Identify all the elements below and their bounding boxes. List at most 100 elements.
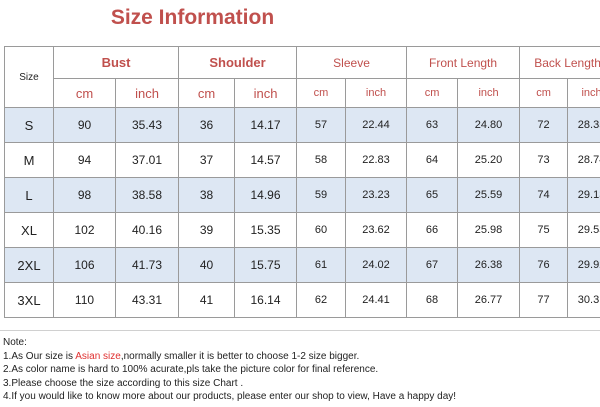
measurement-cell: 94 [53, 142, 116, 178]
measurement-cell: 15.75 [234, 247, 298, 283]
measurement-cell: 37.01 [114, 142, 180, 178]
measurement-cell: 28.74 [567, 142, 600, 178]
measurement-cell: 15.35 [234, 212, 298, 248]
measurement-cell: 23.62 [345, 212, 408, 248]
size-column-header: Size [4, 46, 54, 108]
measurement-cell: 65 [406, 177, 459, 213]
measurement-cell: 24.02 [345, 247, 408, 283]
measurement-cell: 14.57 [234, 142, 298, 178]
measurement-cell: 29.92 [567, 247, 600, 283]
measurement-cell: 57 [296, 107, 347, 143]
bust-header: Bust [52, 46, 180, 79]
notes-section: Note: 1.As Our size is Asian size,normal… [3, 336, 599, 404]
measurement-cell: 90 [53, 107, 116, 143]
note-line-1: 1.As Our size is Asian size,normally sma… [3, 350, 599, 364]
measurement-cell: 67 [406, 247, 459, 283]
measurement-cell: 39 [178, 212, 236, 248]
measurement-cell: 38.58 [114, 177, 180, 213]
measurement-cell: 30.31 [567, 282, 600, 318]
measurement-cell: 38 [178, 177, 236, 213]
measurement-cell: 62 [296, 282, 347, 318]
sleeve-header: Sleeve [296, 46, 408, 79]
measurement-cell: 75 [519, 212, 569, 248]
measurement-cell: 66 [406, 212, 459, 248]
measurement-cell: 25.59 [457, 177, 521, 213]
measurement-cell: 26.77 [457, 282, 521, 318]
unit-header: cm [53, 78, 116, 108]
size-rows: S9035.433614.175722.446324.807228.35M943… [4, 107, 600, 318]
measurement-cell: 61 [296, 247, 347, 283]
measurement-cell: 25.20 [457, 142, 521, 178]
measurement-cell: 23.23 [345, 177, 408, 213]
measurement-cell: 36 [178, 107, 236, 143]
back-length-header: Back Length [519, 46, 600, 79]
unit-header: inch [345, 78, 408, 108]
size-chart-table: Size Bust Shoulder Sleeve Front Length B… [4, 46, 600, 318]
measurement-cell: 14.96 [234, 177, 298, 213]
measurement-cell: 98 [53, 177, 116, 213]
measurement-cell: 63 [406, 107, 459, 143]
measurement-cell: 26.38 [457, 247, 521, 283]
notes-heading: Note: [3, 337, 27, 348]
measurement-cell: 29.13 [567, 177, 600, 213]
measurement-cell: 41.73 [114, 247, 180, 283]
unit-header: cm [519, 78, 569, 108]
measurement-cell: 24.80 [457, 107, 521, 143]
unit-header: cm [178, 78, 236, 108]
measurement-cell: 28.35 [567, 107, 600, 143]
measurement-cell: 74 [519, 177, 569, 213]
size-cell: M [4, 142, 54, 178]
measurement-cell: 29.53 [567, 212, 600, 248]
note-line-1-pre: 1.As Our size is [3, 350, 76, 362]
measurement-cell: 22.44 [345, 107, 408, 143]
measurement-cell: 59 [296, 177, 347, 213]
divider [0, 330, 600, 331]
size-cell: 2XL [4, 247, 54, 283]
measurement-cell: 76 [519, 247, 569, 283]
measurement-cell: 72 [519, 107, 569, 143]
measurement-cell: 73 [519, 142, 569, 178]
measurement-cell: 41 [178, 282, 236, 318]
note-line-1-post: ,normally smaller it is better to choose… [120, 350, 360, 362]
measurement-cell: 16.14 [234, 282, 298, 318]
measurement-cell: 110 [53, 282, 116, 318]
measurement-cell: 37 [178, 142, 236, 178]
note-line-3: 3.Please choose the size according to th… [3, 377, 244, 389]
shoulder-header: Shoulder [178, 46, 298, 79]
measurement-cell: 64 [406, 142, 459, 178]
unit-header: inch [457, 78, 521, 108]
measurement-cell: 102 [53, 212, 116, 248]
measurement-cell: 35.43 [114, 107, 180, 143]
size-cell: L [4, 177, 54, 213]
measurement-cell: 25.98 [457, 212, 521, 248]
measurement-cell: 40 [178, 247, 236, 283]
unit-header: inch [567, 78, 600, 108]
asian-size-highlight: Asian size [75, 350, 121, 362]
size-cell: S [4, 107, 54, 143]
page-title: Size Information [110, 6, 275, 29]
measurement-cell: 106 [53, 247, 116, 283]
measurement-cell: 22.83 [345, 142, 408, 178]
measurement-cell: 24.41 [345, 282, 408, 318]
measurement-cell: 43.31 [114, 282, 180, 318]
measurement-cell: 40.16 [114, 212, 180, 248]
measurement-cell: 60 [296, 212, 347, 248]
front-length-header: Front Length [406, 46, 521, 79]
measurement-cell: 14.17 [234, 107, 298, 143]
measurement-cell: 68 [406, 282, 459, 318]
size-cell: 3XL [4, 282, 54, 318]
unit-header: inch [114, 78, 180, 108]
measurement-cell: 58 [296, 142, 347, 178]
unit-header: cm [406, 78, 459, 108]
unit-header: cm [296, 78, 347, 108]
note-line-2: 2.As color name is hard to 100% acurate,… [3, 364, 379, 375]
measurement-cell: 77 [519, 282, 569, 318]
note-line-4: 4.If you would like to know more about o… [3, 391, 457, 402]
size-cell: XL [4, 212, 54, 248]
